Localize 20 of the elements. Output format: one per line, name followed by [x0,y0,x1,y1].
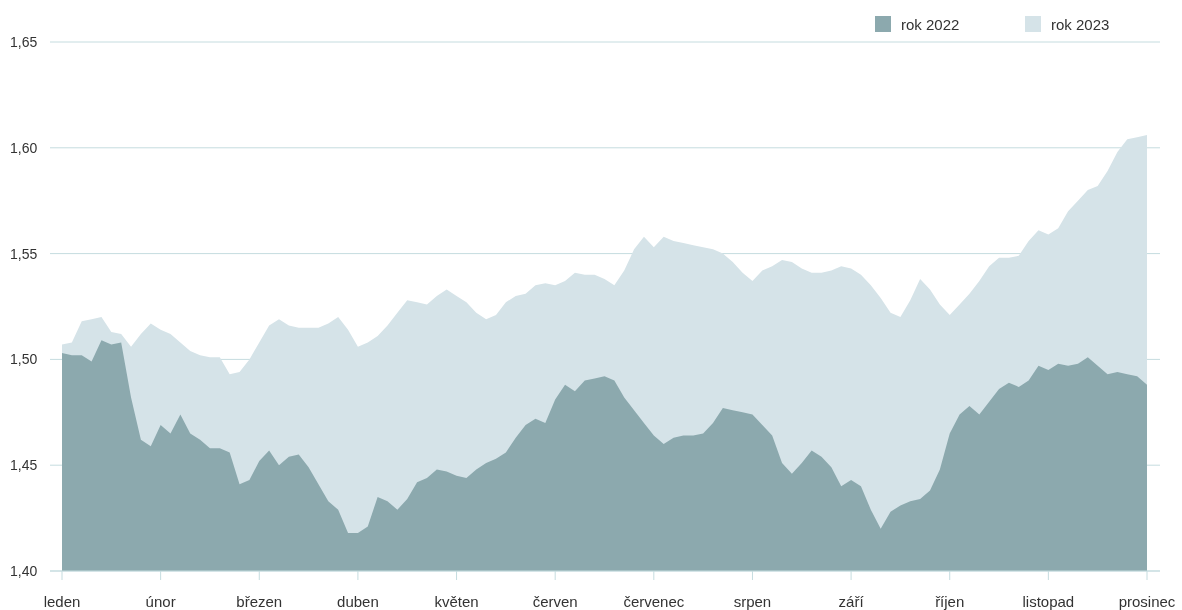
legend-label: rok 2023 [1051,16,1110,33]
x-tick-label: srpen [733,593,772,610]
x-tick-label: duben [337,593,379,610]
x-tick-label: červenec [623,593,685,610]
x-tick-label: březen [236,593,283,610]
x-tick-label: červen [532,593,578,610]
y-tick-label: 1,40 [10,563,38,579]
x-tick-label: prosinec [1118,593,1176,610]
x-tick-label: únor [145,593,176,610]
x-tick-label: listopad [1022,593,1075,610]
y-tick-label: 1,50 [10,351,38,368]
y-tick-label: 1,55 [10,245,38,262]
x-tick-label: leden [43,593,81,610]
x-tick-label: květen [434,593,479,610]
y-tick-label: 1,45 [10,457,38,474]
x-tick-label: říjen [935,593,965,610]
x-tick-label: září [838,593,865,610]
y-tick-label: 1,65 [10,34,38,50]
y-tick-label: 1,60 [10,139,38,156]
legend-label: rok 2022 [901,16,960,33]
